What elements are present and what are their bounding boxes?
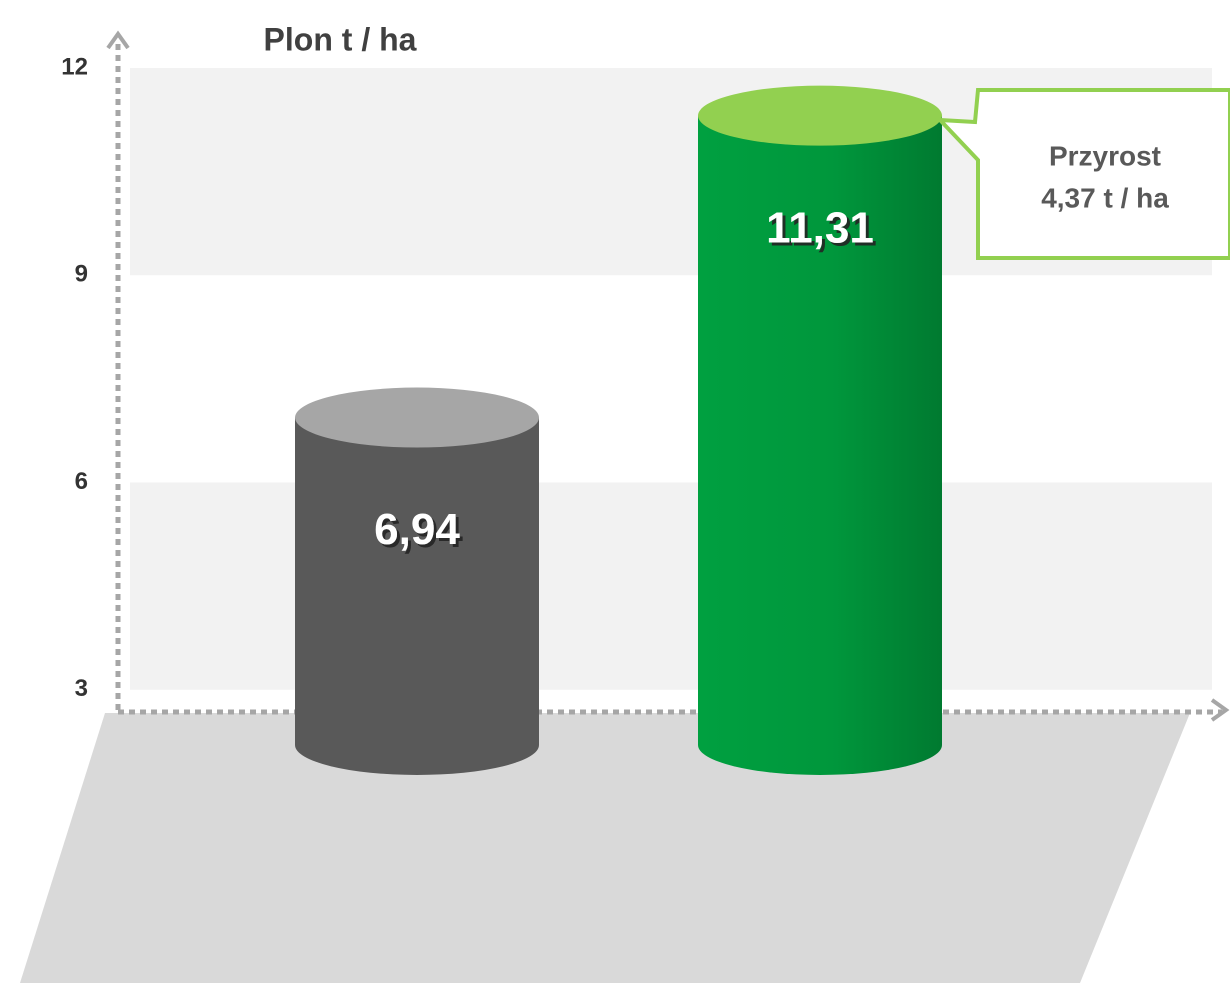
bar [295,417,539,775]
bar-top [295,387,539,448]
floor [20,713,1190,983]
annotation: 4,37 t / ha [1041,182,1169,213]
x-axis-arrow [1210,698,1230,722]
y-tick-label: 9 [75,261,88,288]
value-label: 11,31 [766,203,874,252]
callout [935,88,1230,260]
y-axis-arrow [106,30,130,50]
annotation: Przyrost [1049,140,1161,171]
bar [698,115,942,776]
bar-top [698,85,942,146]
value-label: 6,94 [374,505,460,554]
y-tick-label: 12 [61,53,88,80]
grid-band [130,482,1212,690]
y-tick-label: 6 [75,468,88,495]
axis-title: Plon t / ha [264,21,417,57]
y-tick-label: 3 [75,675,88,702]
